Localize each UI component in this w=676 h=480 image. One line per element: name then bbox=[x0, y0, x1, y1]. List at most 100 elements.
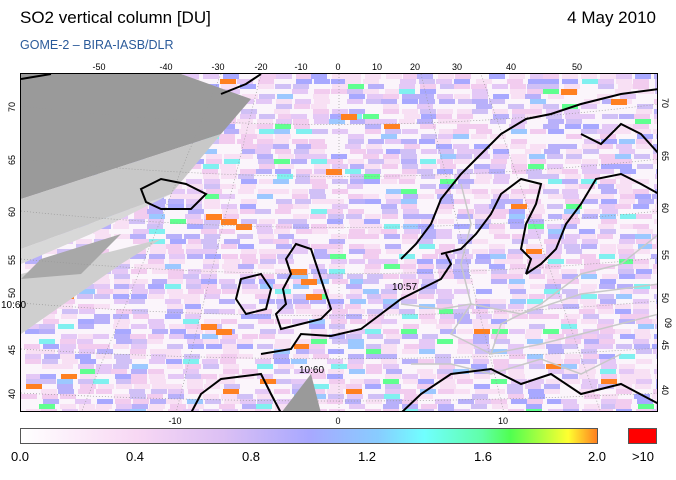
so2-pixel bbox=[382, 259, 398, 264]
so2-pixel bbox=[78, 324, 94, 329]
so2-pixel bbox=[219, 134, 235, 139]
so2-pixel bbox=[404, 219, 420, 224]
so2-pixel bbox=[26, 324, 42, 329]
so2-pixel bbox=[134, 209, 150, 214]
so2-pixel bbox=[381, 204, 397, 209]
so2-pixel bbox=[527, 299, 543, 304]
so2-pixel bbox=[510, 84, 526, 89]
so2-pixel bbox=[238, 264, 254, 269]
so2-pixel bbox=[403, 379, 419, 384]
so2-pixel bbox=[566, 149, 582, 154]
so2-pixel bbox=[561, 399, 577, 404]
map-canvas bbox=[21, 74, 657, 411]
so2-pixel bbox=[547, 359, 563, 364]
so2-pixel bbox=[130, 334, 146, 339]
so2-pixel bbox=[601, 164, 617, 169]
so2-pixel bbox=[129, 284, 145, 289]
so2-pixel bbox=[475, 224, 491, 229]
so2-pixel bbox=[314, 249, 330, 254]
so2-pixel bbox=[652, 344, 657, 349]
so2-pixel bbox=[149, 254, 165, 259]
so2-pixel bbox=[508, 304, 524, 309]
so2-pixel bbox=[652, 319, 657, 324]
so2-pixel bbox=[400, 389, 416, 394]
so2-pixel bbox=[615, 304, 631, 309]
so2-pixel bbox=[384, 159, 400, 164]
so2-pixel bbox=[652, 209, 657, 214]
so2-pixel bbox=[636, 239, 652, 244]
so2-pixel bbox=[205, 289, 221, 294]
so2-pixel bbox=[422, 279, 438, 284]
so2-pixel bbox=[116, 379, 132, 384]
so2-pixel bbox=[238, 324, 254, 329]
so2-pixel bbox=[365, 124, 381, 129]
lon-tick-top: -50 bbox=[92, 62, 106, 72]
so2-pixel bbox=[381, 119, 397, 124]
colorbar-overflow-swatch bbox=[628, 428, 657, 444]
so2-pixel bbox=[258, 189, 274, 194]
so2-pixel bbox=[275, 209, 291, 214]
so2-pixel bbox=[21, 394, 37, 399]
so2-pixel bbox=[548, 194, 564, 199]
so2-pixel bbox=[188, 389, 204, 394]
so2-pixel bbox=[43, 399, 59, 404]
so2-pixel bbox=[329, 264, 345, 269]
so2-pixel bbox=[581, 319, 597, 324]
so2-pixel bbox=[132, 364, 148, 369]
so2-pixel bbox=[654, 109, 657, 114]
so2-pixel bbox=[509, 124, 525, 129]
so2-pixel bbox=[637, 134, 653, 139]
so2-pixel bbox=[600, 329, 616, 334]
so2-pixel bbox=[562, 74, 578, 79]
so2-pixel bbox=[509, 329, 525, 334]
so2-pixel bbox=[421, 134, 437, 139]
so2-pixel bbox=[528, 164, 544, 169]
so2-pixel bbox=[562, 79, 578, 84]
so2-pixel bbox=[39, 314, 55, 319]
so2-pixel bbox=[383, 409, 399, 411]
so2-pixel bbox=[114, 264, 130, 269]
so2-pixel bbox=[565, 114, 581, 119]
so2-pixel bbox=[472, 189, 488, 194]
so2-pixel bbox=[311, 224, 327, 229]
so2-pixel bbox=[291, 159, 307, 164]
so2-pixel bbox=[509, 279, 525, 284]
so2-pixel bbox=[422, 234, 438, 239]
lat-tick-left: 55 bbox=[7, 254, 17, 265]
so2-pixel bbox=[293, 354, 309, 359]
so2-pixel bbox=[363, 279, 379, 284]
so2-pixel bbox=[385, 374, 401, 379]
so2-pixel bbox=[454, 224, 470, 229]
so2-pixel bbox=[403, 269, 419, 274]
so2-pixel bbox=[439, 309, 455, 314]
so2-pixel bbox=[365, 169, 381, 174]
so2-pixel bbox=[367, 334, 383, 339]
so2-pixel bbox=[546, 109, 562, 114]
so2-pixel bbox=[512, 109, 528, 114]
so2-pixel bbox=[453, 269, 469, 274]
so2-pixel bbox=[615, 204, 631, 209]
so2-pixel bbox=[616, 389, 632, 394]
so2-pixel bbox=[150, 244, 166, 249]
so2-pixel bbox=[529, 274, 545, 279]
so2-pixel bbox=[636, 109, 652, 114]
so2-pixel bbox=[399, 309, 415, 314]
so2-pixel bbox=[620, 374, 636, 379]
so2-pixel bbox=[601, 159, 617, 164]
so2-pixel bbox=[255, 409, 271, 411]
so2-pixel bbox=[633, 79, 649, 84]
so2-pixel bbox=[420, 84, 436, 89]
so2-pixel bbox=[633, 339, 649, 344]
so2-pixel bbox=[579, 364, 595, 369]
lat-tick-right: 50 bbox=[660, 293, 670, 304]
so2-pixel bbox=[417, 394, 433, 399]
so2-pixel bbox=[366, 349, 382, 354]
so2-pixel bbox=[294, 124, 310, 129]
so2-pixel bbox=[151, 389, 167, 394]
so2-pixel bbox=[511, 154, 527, 159]
so2-pixel bbox=[616, 144, 632, 149]
so2-pixel bbox=[80, 359, 96, 364]
so2-pixel bbox=[368, 229, 384, 234]
so2-pixel bbox=[331, 89, 347, 94]
so2-pixel bbox=[366, 324, 382, 329]
